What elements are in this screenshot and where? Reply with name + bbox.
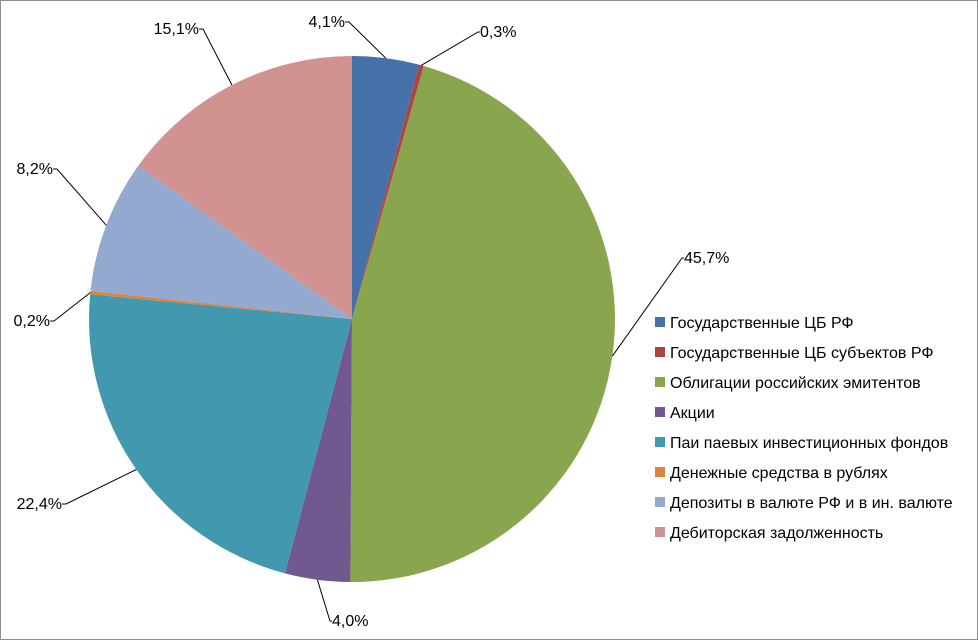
data-label-7: 8,2%	[17, 161, 53, 178]
legend-swatch-7	[655, 497, 665, 507]
pie-slice-2	[352, 64, 424, 320]
legend-swatch-2	[655, 347, 665, 357]
data-label-8: 15,1%	[154, 21, 199, 38]
legend-label-4: Акции	[670, 405, 715, 422]
pie-slice-8	[138, 56, 352, 319]
data-label-5: 22,4%	[17, 496, 62, 513]
legend-label-2: Государственные ЦБ субъектов РФ	[670, 345, 933, 362]
leader-line-2	[421, 31, 480, 66]
pie-slice-1	[352, 56, 419, 319]
data-label-1: 4,1%	[309, 14, 345, 31]
leader-line-5	[62, 469, 137, 505]
legend-label-8: Дебиторская задолженность	[670, 525, 883, 542]
data-label-2: 0,3%	[480, 24, 516, 41]
legend-swatch-1	[655, 317, 665, 327]
data-label-4: 4,0%	[332, 613, 368, 630]
data-labels: 4,1% 0,3% 45,7% 4,0% 22,4% 0,2% 8,2% 15,1%	[14, 14, 730, 630]
legend-swatch-8	[655, 527, 665, 537]
pie-slice-7	[90, 165, 352, 319]
pie-slice-4	[285, 319, 352, 582]
legend-label-1: Государственные ЦБ РФ	[670, 315, 854, 332]
data-label-6: 0,2%	[14, 313, 50, 330]
legend-swatch-6	[655, 467, 665, 477]
leader-line-7	[53, 168, 107, 226]
pie-slice-5	[89, 294, 353, 574]
legend-swatch-3	[655, 377, 665, 387]
legend-label-6: Денежные средства в рублях	[670, 465, 888, 482]
data-label-3: 45,7%	[684, 250, 729, 267]
leader-line-1	[345, 21, 387, 59]
legend-swatch-4	[655, 407, 665, 417]
legend-label-5: Паи паевых инвестиционных фондов	[670, 435, 948, 452]
legend: Государственные ЦБ РФ Государственные ЦБ …	[655, 315, 953, 542]
leader-line-8	[199, 28, 233, 86]
leader-lines	[50, 21, 684, 622]
legend-label-7: Депозиты в валюте РФ и в ин. валюте	[670, 495, 953, 512]
leader-line-6	[50, 292, 91, 322]
pie-slice-3	[350, 65, 615, 582]
leader-line-4	[316, 579, 332, 622]
legend-label-3: Облигации российских эмитентов	[670, 375, 921, 392]
leader-line-3	[611, 257, 684, 357]
pie-slices	[89, 56, 615, 582]
legend-swatch-5	[655, 437, 665, 447]
pie-slice-6	[90, 290, 353, 319]
